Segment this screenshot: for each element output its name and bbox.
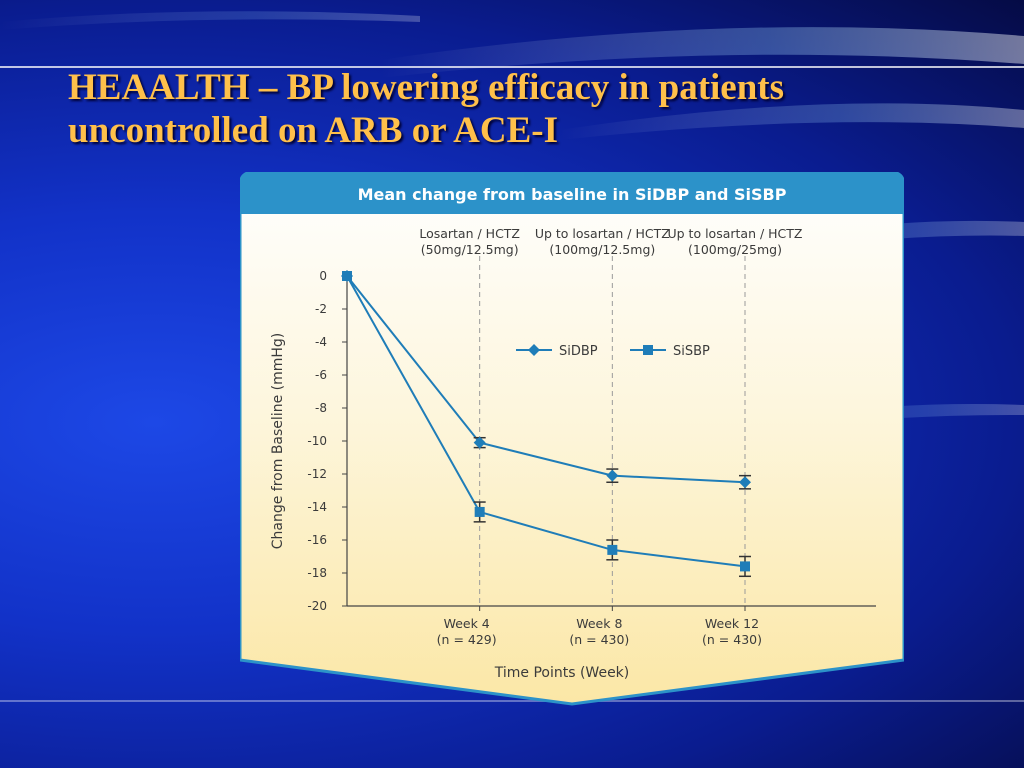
data-point-sidbp: [473, 436, 486, 449]
legend-marker-sisbp: [643, 345, 653, 355]
x-tick-label: Week 12: [705, 616, 759, 631]
x-tick-n-label: (n = 430): [569, 632, 629, 647]
y-tick-label: 0: [319, 269, 327, 283]
phase-dose-label: (100mg/12.5mg): [549, 242, 655, 257]
x-tick-label: Week 8: [576, 616, 622, 631]
x-tick-n-label: (n = 429): [437, 632, 497, 647]
y-tick-label: -18: [307, 566, 327, 580]
data-point-sisbp: [740, 561, 750, 572]
y-axis-title: Change from Baseline (mmHg): [270, 333, 286, 550]
legend-marker-sidbp: [528, 344, 540, 356]
y-tick-label: -12: [307, 467, 327, 481]
plot-area: Losartan / HCTZ(50mg/12.5mg) Up to losart…: [270, 226, 876, 681]
phase-dose-label: (50mg/12.5mg): [421, 242, 519, 257]
data-point-sidbp: [739, 476, 751, 489]
phase-dose-label: (100mg/25mg): [688, 242, 782, 257]
x-axis-title: Time Points (Week): [494, 665, 630, 681]
data-point-sidbp: [606, 469, 619, 482]
line-chart: Mean change from baseline in SiDBP and S…: [240, 172, 904, 706]
chart-title: Mean change from baseline in SiDBP and S…: [358, 185, 787, 204]
chart-panel: Mean change from baseline in SiDBP and S…: [240, 172, 904, 706]
slide-frame: [0, 66, 1024, 702]
y-tick-label: -8: [315, 401, 327, 415]
data-point-sisbp: [474, 506, 485, 517]
data-point-sisbp: [607, 544, 618, 555]
x-tick-n-label: (n = 430): [702, 632, 762, 647]
y-tick-label: -4: [315, 335, 327, 349]
panel-header: [240, 172, 904, 214]
y-tick-label: -16: [307, 533, 327, 547]
series-line-sisbp: [346, 275, 746, 568]
x-tick-label: Week 4: [444, 616, 490, 631]
y-tick-label: -6: [315, 368, 327, 382]
series-line-sidbp: [346, 275, 746, 484]
legend-label-sidbp: SiDBP: [559, 344, 598, 359]
phase-label: Up to losartan / HCTZ: [668, 226, 803, 241]
y-tick-label: -14: [307, 500, 327, 514]
y-tick-label: -2: [315, 302, 327, 316]
slide-title: HEAALTH – BP lowering efficacy in patien…: [68, 66, 988, 152]
title-line-2: uncontrolled on ARB or ACE-I: [68, 110, 558, 151]
y-tick-label: -20: [307, 599, 327, 613]
title-line-1: HEAALTH – BP lowering efficacy in patien…: [68, 67, 785, 108]
y-tick-label: -10: [307, 434, 327, 448]
data-point-sisbp: [342, 271, 352, 281]
phase-label: Up to losartan / HCTZ: [535, 226, 670, 241]
legend-label-sisbp: SiSBP: [673, 344, 710, 359]
phase-label: Losartan / HCTZ: [419, 226, 520, 241]
